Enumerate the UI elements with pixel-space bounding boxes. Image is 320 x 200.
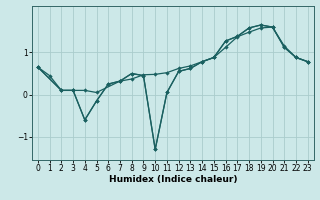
X-axis label: Humidex (Indice chaleur): Humidex (Indice chaleur) [108,175,237,184]
